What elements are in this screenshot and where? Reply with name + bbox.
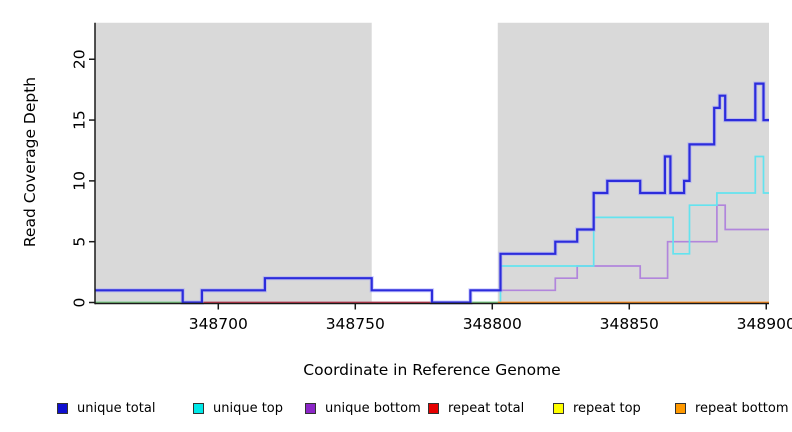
legend-label: unique top — [213, 401, 284, 416]
legend-swatch-repeat-top — [553, 403, 564, 414]
legend-label: repeat bottom — [695, 401, 789, 416]
x-tick-label: 348900 — [737, 315, 792, 333]
y-tick-label: 10 — [70, 171, 88, 191]
x-tick-label: 348700 — [189, 315, 248, 333]
legend-item-unique-total: unique total — [57, 401, 155, 416]
legend-label: repeat total — [448, 401, 525, 416]
legend-item-unique-bottom: unique bottom — [305, 401, 421, 416]
legend-item-repeat-bottom: repeat bottom — [675, 401, 789, 416]
x-tick-label: 348800 — [463, 315, 522, 333]
shaded-region — [95, 22, 372, 304]
legend-swatch-repeat-bottom — [675, 403, 686, 414]
y-tick-label: 15 — [70, 110, 88, 130]
legend-item-repeat-top: repeat top — [553, 401, 641, 416]
y-tick-label: 20 — [70, 49, 88, 69]
legend-swatch-repeat-total — [428, 403, 439, 414]
y-axis-title: Read Coverage Depth — [21, 76, 39, 248]
y-tick-label: 5 — [70, 237, 88, 247]
legend-swatch-unique-bottom — [305, 403, 316, 414]
legend-swatch-unique-top — [193, 403, 204, 414]
x-tick-label: 348750 — [326, 315, 385, 333]
legend-label: repeat top — [573, 401, 641, 416]
x-tick-label: 348850 — [600, 315, 659, 333]
legend-item-unique-top: unique top — [193, 401, 283, 416]
legend-swatch-unique-total — [57, 403, 68, 414]
legend: unique total unique top unique bottom re… — [0, 401, 792, 419]
series-unique-total — [95, 82, 769, 304]
legend-label: unique bottom — [325, 401, 421, 416]
y-tick-label: 0 — [70, 298, 88, 308]
legend-item-repeat-total: repeat total — [428, 401, 524, 416]
series-unique-top — [95, 155, 769, 304]
shaded-region — [497, 22, 769, 304]
x-axis-title: Coordinate in Reference Genome — [303, 361, 561, 379]
legend-label: unique total — [77, 401, 156, 416]
